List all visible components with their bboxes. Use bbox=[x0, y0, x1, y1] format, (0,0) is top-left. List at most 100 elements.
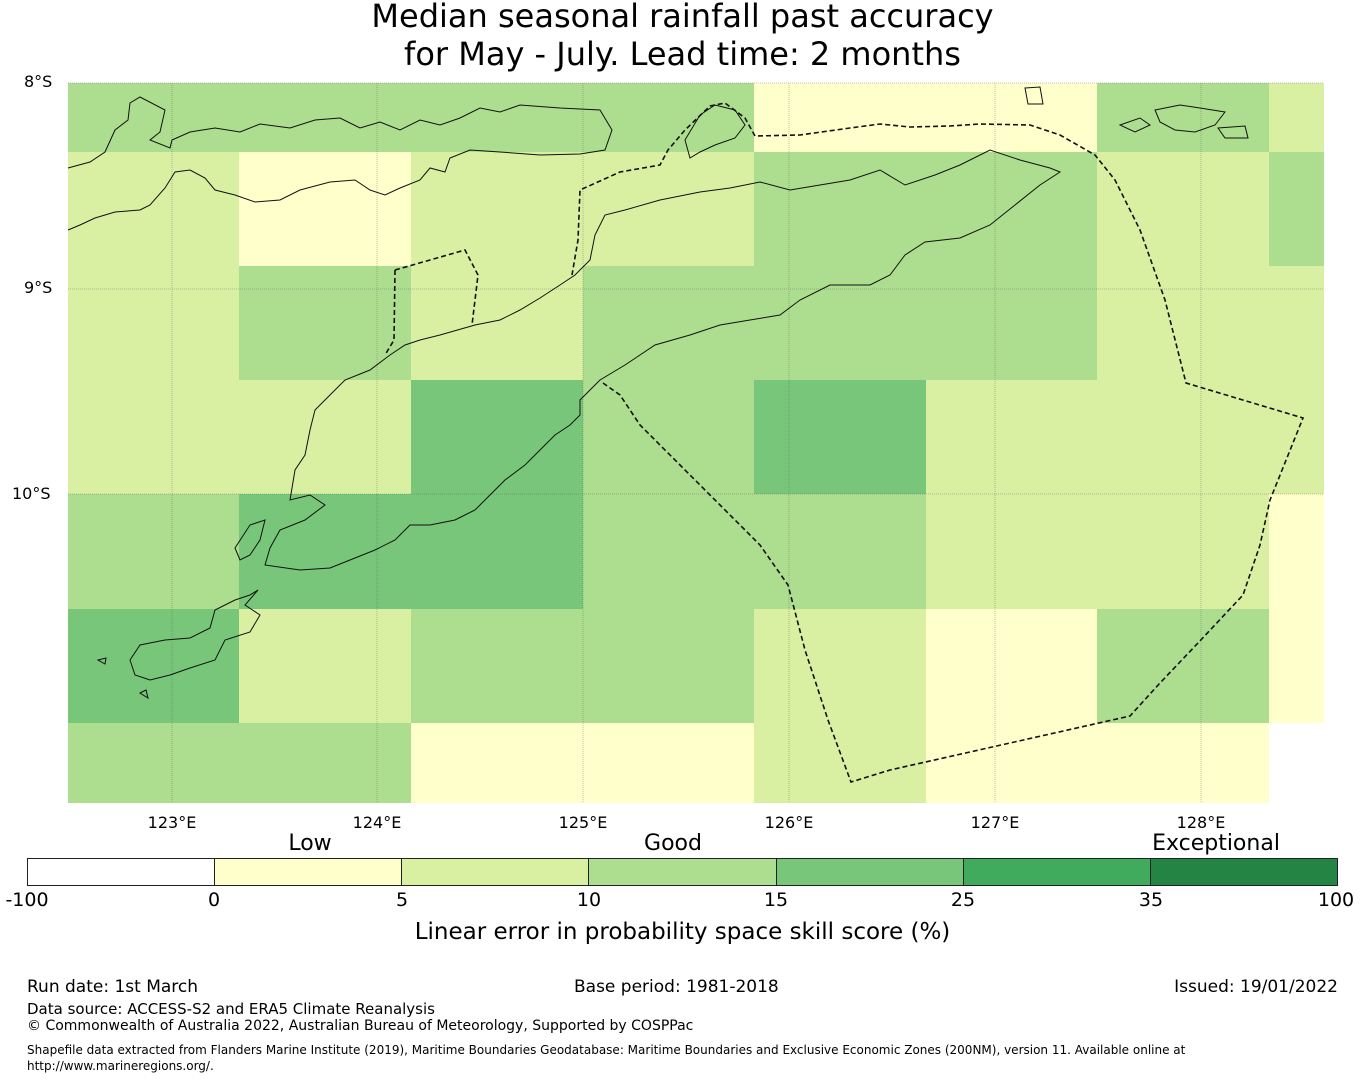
grid-cell bbox=[1097, 83, 1269, 152]
grid-cell bbox=[411, 609, 583, 723]
oecusse-boundary bbox=[384, 249, 479, 356]
colorbar-tick: 5 bbox=[395, 889, 409, 911]
lon-label-126e: 126°E bbox=[764, 813, 814, 832]
grid-cell bbox=[411, 266, 583, 380]
run-date: Run date: 1st March bbox=[27, 977, 199, 997]
colorbar-tick: 10 bbox=[576, 889, 602, 911]
grid-cell bbox=[583, 723, 754, 803]
grid-cell bbox=[926, 266, 1097, 380]
grid-cell bbox=[1269, 266, 1324, 380]
graticule bbox=[68, 82, 1324, 803]
map-title-line2: for May - July. Lead time: 2 months bbox=[404, 35, 961, 73]
grid-cell bbox=[926, 152, 1097, 266]
grid-cell bbox=[1269, 494, 1324, 609]
grid-cell bbox=[754, 494, 926, 609]
grid-cell bbox=[239, 494, 411, 609]
coastlines bbox=[67, 86, 1249, 700]
grid-cell bbox=[1097, 494, 1269, 609]
grid-cell bbox=[1097, 266, 1269, 380]
legend-exceptional: Exceptional bbox=[1152, 831, 1280, 856]
colorbar-tick: -100 bbox=[5, 889, 49, 911]
grid-cell bbox=[1097, 380, 1269, 494]
lon-label-127e: 127°E bbox=[970, 813, 1020, 832]
islet-1 bbox=[1024, 86, 1044, 105]
grid-cell bbox=[754, 83, 926, 152]
grid-cell bbox=[239, 609, 411, 723]
colorbar-segment bbox=[215, 859, 403, 885]
grid-cell bbox=[926, 380, 1097, 494]
grid-cell bbox=[411, 380, 583, 494]
legend-low: Low bbox=[288, 831, 332, 856]
timor-leste-boundary bbox=[571, 102, 1305, 783]
base-period: Base period: 1981-2018 bbox=[574, 977, 779, 997]
flores-coast bbox=[67, 96, 613, 231]
grid-cell bbox=[1269, 152, 1324, 266]
map-title-line1: Median seasonal rainfall past accuracy bbox=[371, 0, 994, 35]
grid-cell bbox=[754, 609, 926, 723]
grid-cell bbox=[926, 83, 1097, 152]
colorbar-tick: 0 bbox=[207, 889, 221, 911]
colorbar-segment bbox=[589, 859, 777, 885]
grid-cell bbox=[583, 83, 754, 152]
grid-cell bbox=[583, 152, 754, 266]
grid-cell bbox=[583, 266, 754, 380]
lon-label-128e: 128°E bbox=[1176, 813, 1226, 832]
grid-cell bbox=[583, 380, 754, 494]
sawu-coast bbox=[129, 589, 261, 681]
colorbar-tick: 100 bbox=[1317, 889, 1355, 911]
grid-cell bbox=[754, 723, 926, 803]
wetar-coast bbox=[1118, 104, 1249, 139]
eez-boundary bbox=[384, 102, 1305, 783]
lat-label-9s: 9°S bbox=[24, 278, 53, 297]
grid-cell bbox=[1269, 83, 1324, 152]
lon-label-123e: 123°E bbox=[147, 813, 197, 832]
colorbar-tick: 25 bbox=[950, 889, 976, 911]
colorbar-segment bbox=[1150, 859, 1337, 885]
grid-cell bbox=[239, 723, 411, 803]
lat-label-8s: 8°S bbox=[24, 72, 53, 91]
colorbar-segment bbox=[963, 859, 1151, 885]
colorbar-tick: 15 bbox=[763, 889, 789, 911]
colorbar-label: Linear error in probability space skill … bbox=[414, 919, 951, 945]
grid-cell bbox=[411, 723, 583, 803]
colorbar-segment bbox=[776, 859, 964, 885]
grid-cell bbox=[1097, 609, 1269, 723]
islet-2 bbox=[96, 657, 149, 700]
timor-coast bbox=[264, 149, 1062, 571]
grid-cell bbox=[68, 494, 239, 609]
grid-cell bbox=[1269, 609, 1324, 723]
grid-cell bbox=[754, 266, 926, 380]
colorbar-segment bbox=[28, 859, 216, 885]
grid-cell bbox=[1269, 380, 1324, 494]
grid-cell bbox=[68, 83, 239, 152]
copyright: © Commonwealth of Australia 2022, Austra… bbox=[27, 1018, 694, 1034]
lon-label-125e: 125°E bbox=[558, 813, 608, 832]
grid-cell bbox=[754, 152, 926, 266]
grid-cell bbox=[1097, 152, 1269, 266]
grid-cell bbox=[926, 723, 1097, 803]
grid-cell bbox=[239, 266, 411, 380]
grid-cell bbox=[583, 494, 754, 609]
grid-cell bbox=[926, 494, 1097, 609]
data-source: Data source: ACCESS-S2 and ERA5 Climate … bbox=[27, 1000, 435, 1018]
grid-cell bbox=[239, 152, 411, 266]
legend-good: Good bbox=[644, 831, 702, 856]
grid-cell bbox=[583, 609, 754, 723]
grid-cell bbox=[1097, 723, 1269, 803]
alor-coast bbox=[684, 104, 746, 159]
skill-score-grid bbox=[68, 83, 1324, 803]
grid-cell bbox=[411, 494, 583, 609]
grid-cell bbox=[68, 152, 239, 266]
grid-cell bbox=[411, 83, 583, 152]
colorbar-tick: 35 bbox=[1138, 889, 1164, 911]
grid-cell bbox=[926, 609, 1097, 723]
grid-cell bbox=[411, 152, 583, 266]
shapefile-credit: Shapefile data extracted from Flanders M… bbox=[27, 1043, 1186, 1073]
rote-coast bbox=[234, 519, 266, 561]
grid-cell bbox=[239, 380, 411, 494]
grid-cell bbox=[68, 723, 239, 803]
grid-cell bbox=[239, 83, 411, 152]
grid-cell bbox=[68, 380, 239, 494]
lon-label-124e: 124°E bbox=[352, 813, 402, 832]
colorbar bbox=[27, 858, 1338, 886]
